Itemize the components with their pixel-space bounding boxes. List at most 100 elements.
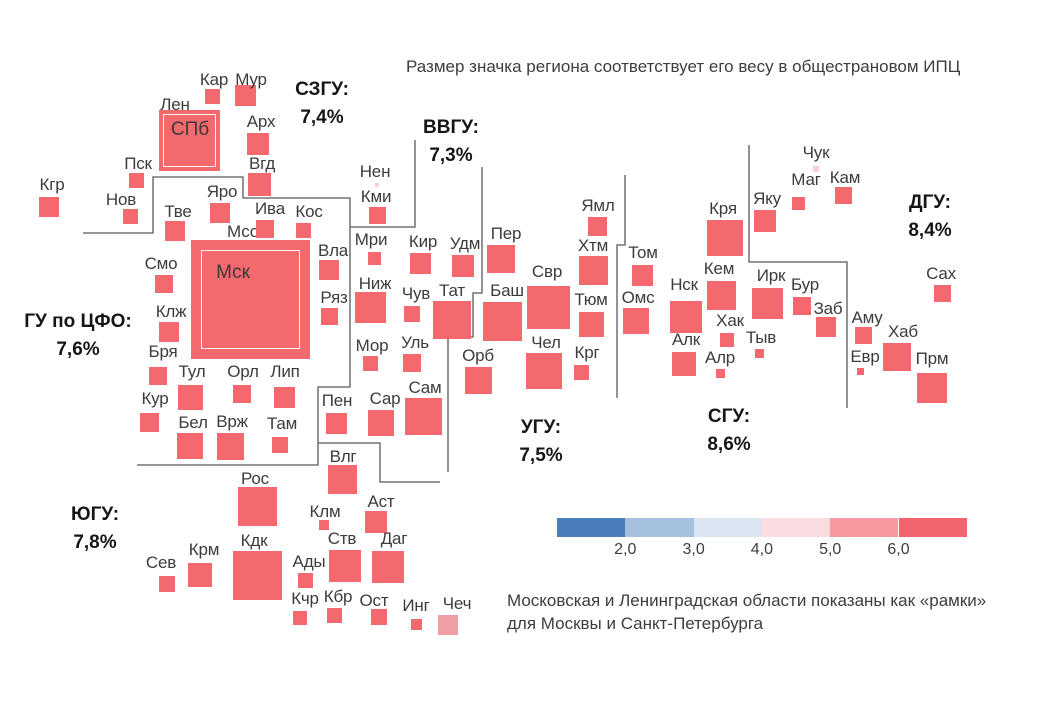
region-square-Кем (707, 281, 736, 310)
region-label-Яро: Яро (206, 182, 238, 201)
region-square-Бря (149, 367, 167, 385)
region-square-Алр (716, 369, 725, 378)
region-label-Крг: Крг (574, 343, 600, 362)
boundary-line-1 (83, 176, 351, 466)
region-label-Хак: Хак (716, 311, 744, 330)
region-square-Нен (375, 183, 379, 187)
region-label-Чеч: Чеч (442, 594, 472, 613)
region-label-Кчр: Кчр (291, 589, 319, 608)
region-label-Бря: Бря (148, 342, 178, 361)
region-label-Ряз: Ряз (320, 288, 348, 307)
region-square-Вла (319, 260, 339, 280)
region-square-Пск (129, 173, 144, 188)
region-square-Клж (159, 322, 179, 342)
region-label-Орб: Орб (462, 346, 494, 365)
region-label-Клм: Клм (309, 502, 341, 521)
region-square-Лен (159, 110, 220, 171)
district-name: ДГУ: (909, 192, 951, 213)
region-square-Вгд (248, 173, 271, 196)
footnote: Московская и Ленинградская области показ… (507, 589, 986, 635)
legend-segment-5 (830, 518, 899, 537)
region-label-Сах: Сах (926, 264, 956, 283)
region-label-Баш: Баш (490, 281, 524, 300)
region-label-Нов: Нов (105, 190, 137, 209)
region-label-Мор: Мор (355, 336, 389, 355)
district-name: СГУ: (707, 406, 751, 427)
boundary-line-3 (350, 140, 416, 228)
region-label-Пен: Пен (321, 391, 353, 410)
region-square-Кар (205, 89, 220, 104)
region-square-Заб (816, 317, 836, 337)
region-square-Смо (155, 275, 173, 293)
region-square-Врж (217, 433, 244, 460)
region-square-Бел (177, 433, 203, 459)
region-frame-Лен (163, 114, 216, 167)
region-square-Сар (368, 410, 394, 436)
region-square-Аму (855, 327, 872, 344)
region-label-Сев: Сев (145, 553, 177, 572)
region-square-Кдк (233, 551, 282, 600)
region-label-Прм: Прм (915, 349, 949, 368)
region-square-Чук (813, 166, 819, 172)
chart-title: Размер значка региона соответствует его … (406, 57, 961, 76)
region-square-Хтм (579, 256, 608, 285)
region-label-Заб: Заб (813, 299, 843, 318)
legend-tick-label: 2,0 (614, 541, 637, 558)
region-label-Смо: Смо (144, 254, 178, 273)
region-frame-Мсо (201, 250, 300, 349)
region-label-Крм: Крм (188, 540, 220, 559)
region-square-Чеч (438, 615, 458, 635)
region-square-Клм (319, 520, 329, 530)
region-label-Вла: Вла (317, 241, 349, 260)
region-square-Сах (934, 285, 951, 302)
color-scale-legend: 2,0 3,0 4,0 5,0 6,0 (557, 518, 967, 563)
region-label-Кря: Кря (709, 199, 737, 218)
region-square-Ива (256, 220, 274, 238)
legend-segment-6 (898, 518, 967, 537)
region-label-Сам: Сам (408, 378, 442, 397)
region-label-Бел: Бел (178, 413, 208, 432)
region-label-Лип: Лип (270, 362, 300, 381)
region-square-Мсо (191, 240, 310, 359)
region-square-Свр (527, 286, 570, 329)
region-square-Мор (363, 356, 378, 371)
district-value: 8,6% (707, 434, 751, 455)
region-label-Маг: Маг (791, 170, 821, 189)
region-square-Кбр (327, 608, 342, 623)
district-label-СЗГУ: СЗГУ: 7,4% (295, 76, 349, 132)
region-square-Мур (235, 85, 256, 106)
region-square-Пен (326, 413, 347, 434)
region-square-Арх (247, 133, 269, 155)
region-square-Евр (857, 368, 864, 375)
region-label-Кдк: Кдк (240, 531, 268, 550)
region-square-Кир (410, 253, 431, 274)
region-label-Рос: Рос (241, 469, 269, 488)
boundary-line-5 (616, 175, 626, 398)
district-label-УГУ: УГУ: 7,5% (519, 414, 562, 470)
district-label-ВВГУ: ВВГУ: 7,3% (423, 114, 479, 170)
region-square-Инг (411, 619, 422, 630)
district-value: 7,6% (56, 339, 100, 360)
region-square-Маг (792, 197, 805, 210)
district-name: УГУ: (520, 417, 562, 438)
region-label-Пер: Пер (490, 224, 522, 243)
district-value: 7,8% (73, 532, 117, 553)
region-square-Кря (707, 220, 743, 256)
region-square-Уль (403, 354, 421, 372)
region-label-Кми: Кми (360, 187, 392, 206)
region-square-Даг (372, 551, 404, 583)
region-label-Яку: Яку (753, 189, 781, 208)
region-square-Прм (917, 373, 947, 403)
region-label-Чув: Чув (401, 284, 431, 303)
legend-tick-label: 4,0 (750, 541, 774, 558)
region-square-Ирк (752, 288, 783, 319)
legend-segment-4 (761, 518, 831, 537)
region-square-Крм (188, 563, 212, 587)
region-square-Ады (298, 573, 313, 588)
region-label-Инг: Инг (402, 596, 430, 615)
region-square-Чел (526, 353, 562, 389)
region-label-Лен: Лен (160, 95, 190, 114)
region-label-Влг: Влг (329, 447, 357, 466)
